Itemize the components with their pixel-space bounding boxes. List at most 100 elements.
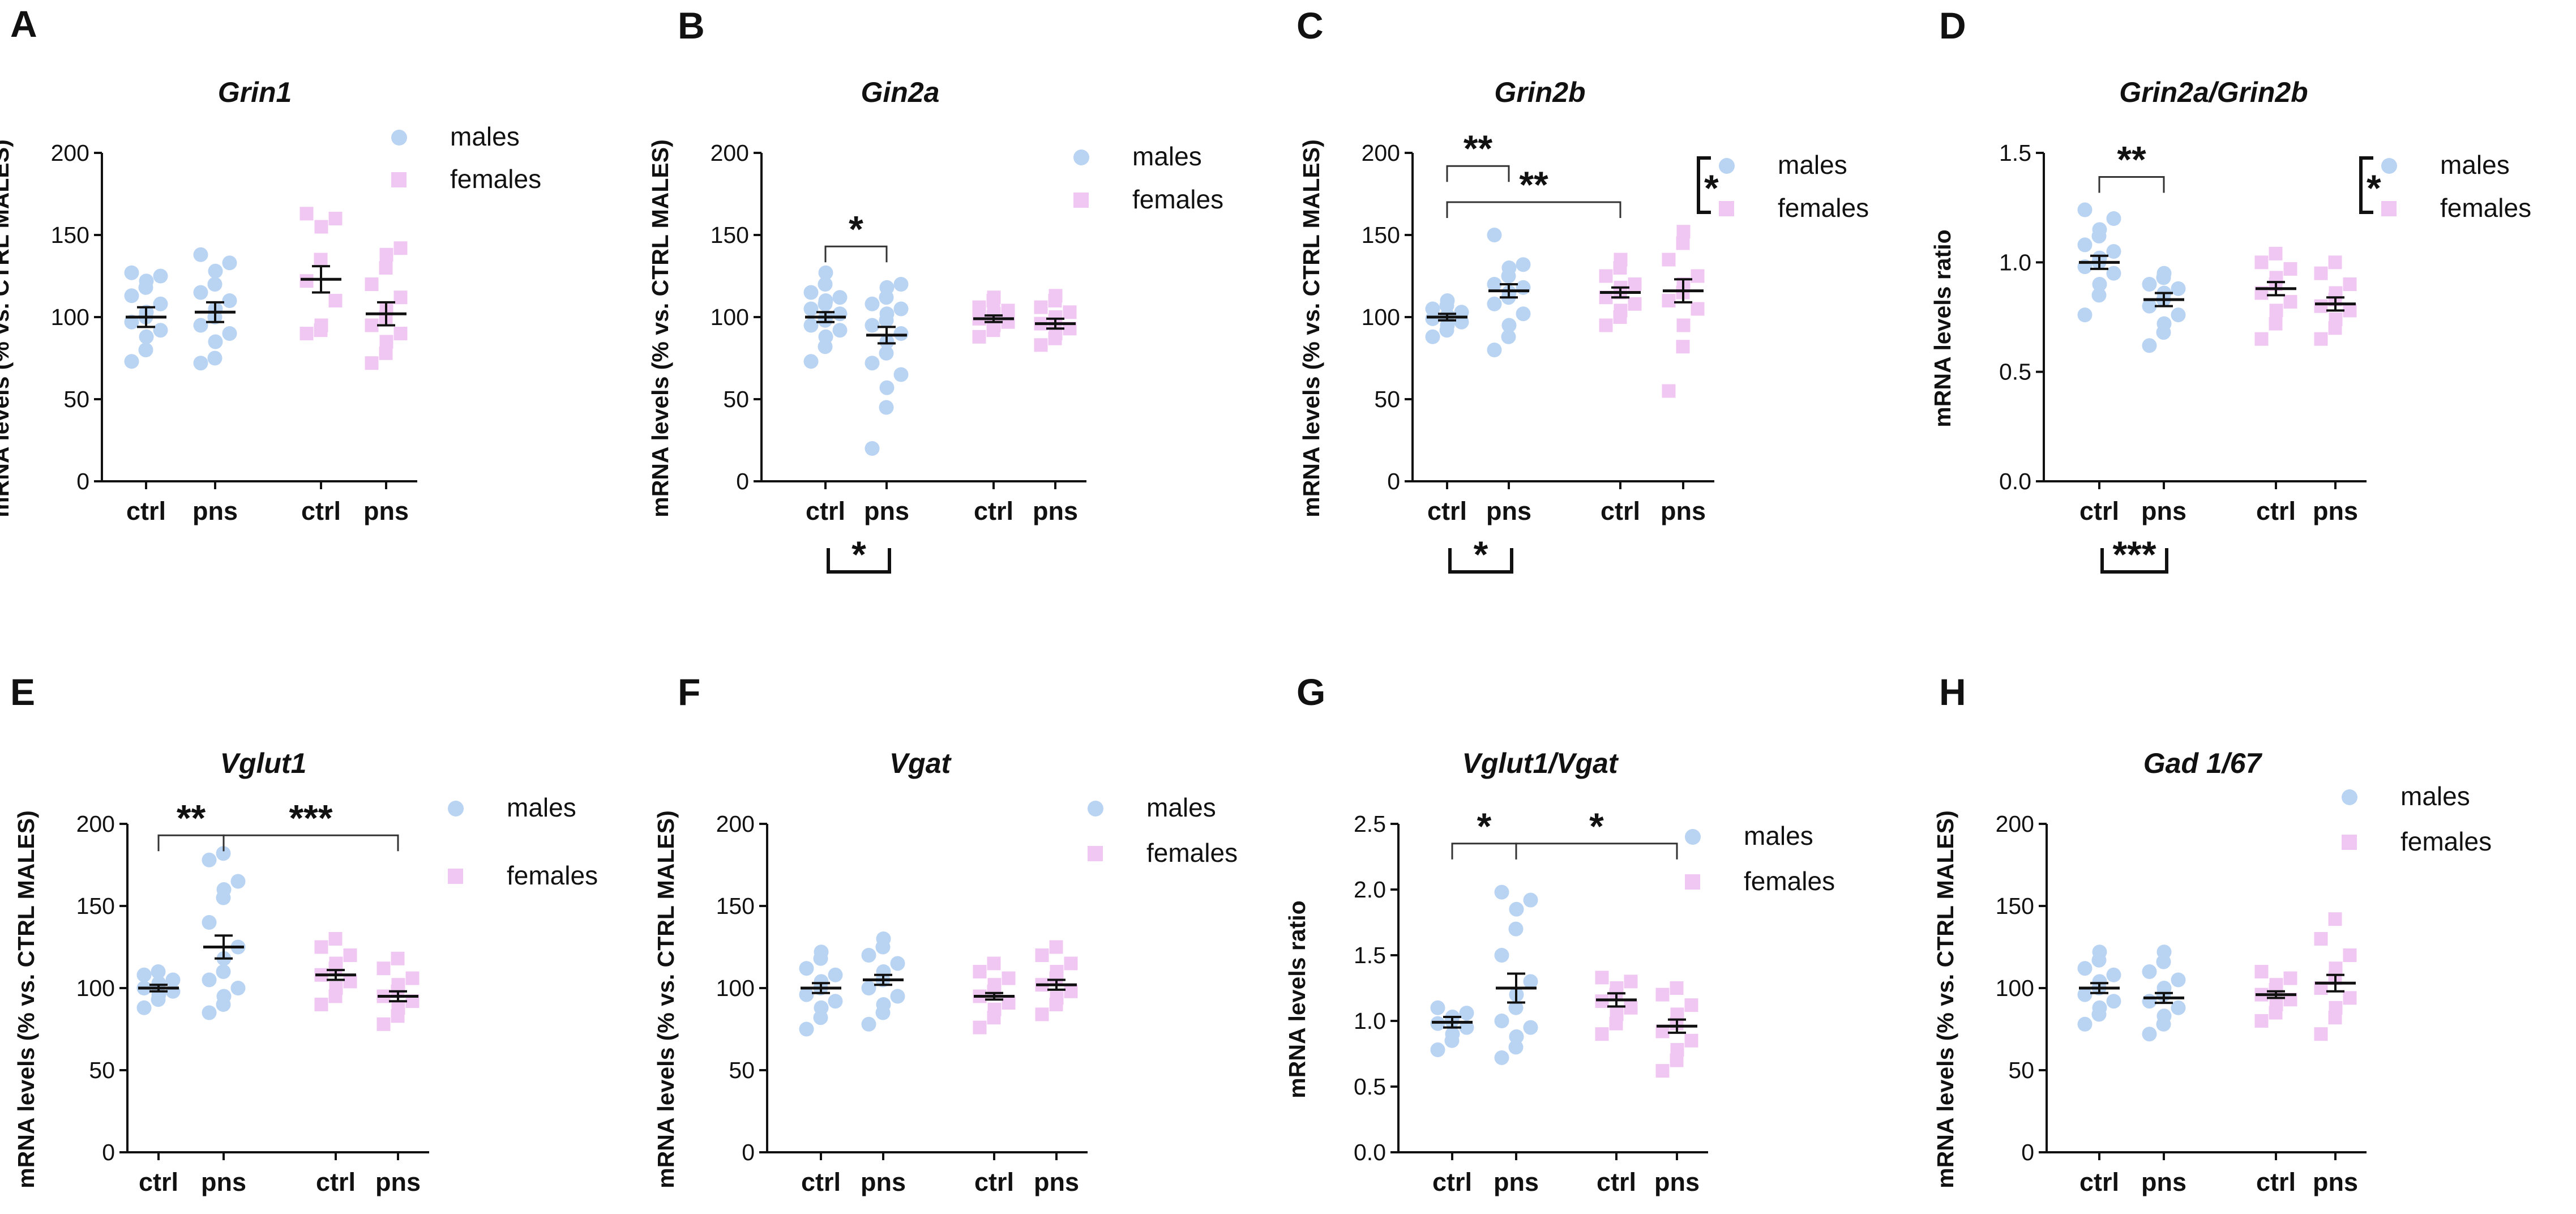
x-tick-label: pns xyxy=(375,1168,421,1196)
data-point-males xyxy=(2142,964,2157,979)
data-point-males xyxy=(202,852,217,867)
x-tick-label: ctrl xyxy=(1432,1168,1472,1196)
data-point-males xyxy=(153,296,168,311)
data-point-females xyxy=(2269,246,2283,260)
data-point-males xyxy=(1494,884,1509,900)
x-tick-label: ctrl xyxy=(2079,497,2119,525)
x-tick-label: pns xyxy=(1654,1168,1700,1196)
data-point-males xyxy=(1501,329,1516,344)
y-axis-label: mRNA levels (% vs. CTRL MALES) xyxy=(1298,139,1324,518)
x-tick-label: ctrl xyxy=(126,497,166,525)
panel-letter: G xyxy=(1296,671,1325,713)
panel-a: A Grin1 mRNA levels (% vs. CTRL MALES) 0 50 1… xyxy=(0,3,541,525)
data-point-males xyxy=(1516,257,1531,272)
y-tick-label: 100 xyxy=(1362,304,1400,330)
y-axis-label: mRNA levels ratio xyxy=(1929,229,1955,427)
data-point-males xyxy=(803,285,819,300)
y-axis-label: mRNA levels (% vs. CTRL MALES) xyxy=(653,810,679,1189)
data-point-males xyxy=(139,329,154,344)
x-tick-label: pns xyxy=(192,497,238,525)
data-point-males xyxy=(202,1005,217,1020)
data-point-males xyxy=(865,356,880,371)
data-point-males xyxy=(1459,1020,1474,1035)
data-point-females xyxy=(2343,304,2357,318)
data-point-females xyxy=(2329,1001,2343,1015)
legend-marker-females xyxy=(391,172,406,187)
legend-label-males: males xyxy=(450,122,520,151)
x-tick-label: ctrl xyxy=(1427,497,1467,525)
y-tick-label: 200 xyxy=(716,811,755,837)
legend-label-females: females xyxy=(507,861,598,890)
data-point-males xyxy=(1523,892,1538,908)
data-point-females xyxy=(1002,971,1016,985)
data-point-males xyxy=(861,948,876,963)
y-tick-label: 1.5 xyxy=(1354,942,1386,968)
significance-bracket xyxy=(824,245,888,263)
data-point-males xyxy=(2077,1016,2093,1032)
data-point-males xyxy=(890,989,905,1004)
data-point-females xyxy=(2343,277,2357,291)
x-tick-label: ctrl xyxy=(1597,1168,1636,1196)
x-tick-label: pns xyxy=(1034,1168,1079,1196)
x-tick-label: pns xyxy=(2141,1168,2186,1196)
data-point-males xyxy=(832,290,848,305)
data-point-males xyxy=(2171,307,2186,323)
legend-bracket xyxy=(2359,156,2373,214)
data-point-males xyxy=(222,293,237,308)
data-point-males xyxy=(2077,307,2093,323)
data-point-males xyxy=(207,350,222,366)
y-axis-label: mRNA levels (% vs. CTRL MALES) xyxy=(13,810,39,1189)
data-point-males xyxy=(2171,972,2186,988)
interaction-bracket xyxy=(1448,548,1513,574)
y-axis-label: mRNA levels (% vs. CTRL MALES) xyxy=(647,139,673,518)
data-point-females xyxy=(1684,1033,1698,1048)
legend-label-females: females xyxy=(1744,866,1835,896)
x-tick-label: ctrl xyxy=(1601,497,1640,525)
y-tick-label: 100 xyxy=(1996,975,2034,1001)
significance-bracket xyxy=(2098,176,2165,193)
data-point-males xyxy=(2077,202,2093,217)
data-point-males xyxy=(216,989,232,1004)
y-tick-label: 0.0 xyxy=(1999,468,2031,494)
data-point-males xyxy=(803,301,819,317)
data-point-males xyxy=(1487,277,1502,292)
data-point-females xyxy=(973,965,987,978)
y-tick-label: 0.0 xyxy=(1354,1139,1386,1165)
data-point-males xyxy=(861,981,876,995)
data-point-males xyxy=(1494,948,1509,963)
data-point-males xyxy=(2092,222,2107,237)
data-point-males xyxy=(1508,921,1524,937)
data-point-males xyxy=(893,277,909,292)
data-point-males xyxy=(2106,967,2121,982)
data-point-males xyxy=(2156,1008,2172,1024)
x-tick-label: ctrl xyxy=(974,497,1013,525)
data-point-females xyxy=(379,346,393,360)
data-point-females xyxy=(1676,236,1690,250)
data-point-females xyxy=(343,948,357,962)
data-point-males xyxy=(1425,301,1440,317)
data-point-males xyxy=(1430,1000,1445,1015)
data-point-females xyxy=(1628,277,1642,291)
data-point-females xyxy=(2254,965,2269,978)
data-point-males xyxy=(1501,318,1517,333)
data-point-females xyxy=(2314,932,2328,946)
data-point-females xyxy=(1676,340,1690,354)
panel-b: B Gin2a mRNA levels (% vs. CTRL MALES) 0 50 1… xyxy=(647,5,1223,575)
data-point-males xyxy=(879,306,895,322)
chart-title: Grin2a/Grin2b xyxy=(2119,76,2308,108)
legend-label-females: females xyxy=(450,164,541,194)
x-tick-label: ctrl xyxy=(801,1168,841,1196)
data-point-males xyxy=(890,956,905,971)
interaction-bracket xyxy=(2100,548,2168,574)
data-point-females xyxy=(376,961,391,976)
data-point-males xyxy=(1430,1042,1445,1058)
legend-bracket-label: * xyxy=(1704,167,1719,209)
significance-label: ** xyxy=(2117,139,2146,181)
data-point-females xyxy=(1655,988,1670,1002)
data-point-females xyxy=(1064,984,1078,998)
significance-label: ** xyxy=(177,797,206,839)
data-point-males xyxy=(124,354,139,369)
y-tick-label: 150 xyxy=(1996,893,2034,919)
legend-label-males: males xyxy=(1146,793,1216,822)
chart-title: Grin2b xyxy=(1494,76,1585,108)
